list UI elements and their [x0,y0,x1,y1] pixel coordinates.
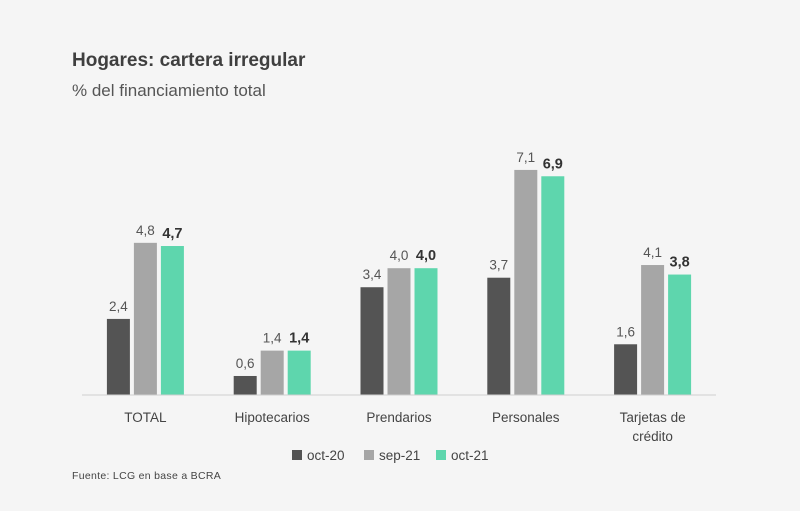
chart-title: Hogares: cartera irregular [72,50,306,71]
data-label: 1,4 [289,331,309,347]
bar-oct-20 [614,344,638,395]
data-label: 3,7 [489,258,508,273]
data-label: 2,4 [109,299,128,314]
legend-label: oct-21 [451,448,489,463]
category-label: Prendarios [366,410,432,425]
data-label: 3,8 [670,255,690,271]
category-label: Personales [492,410,560,425]
bar-oct-21 [414,268,438,395]
bar-oct-21 [668,274,692,395]
bar-oct-20 [233,375,257,395]
chart-subtitle: % del financiamiento total [72,81,266,100]
category-label: Tarjetas de [620,410,686,425]
data-label: 4,7 [162,226,182,242]
legend-swatch-sep-21 [364,450,374,460]
source-note: Fuente: LCG en base a BCRA [72,470,222,482]
data-label: 4,8 [136,223,155,238]
bar-sep-21 [514,169,538,395]
bar-oct-21 [287,350,311,395]
data-label: 3,4 [363,267,382,282]
category-label: TOTAL [124,410,167,425]
legend-swatch-oct-20 [292,450,302,460]
data-label: 1,6 [616,324,635,339]
legend-label: oct-20 [307,448,345,463]
bar-sep-21 [133,242,157,395]
category-label: Hipotecarios [235,410,310,425]
bar-oct-20 [106,318,130,395]
data-label: 4,0 [390,248,409,263]
data-label: 6,9 [543,156,563,172]
legend-label: sep-21 [379,448,420,463]
bar-sep-21 [387,268,411,395]
data-label: 0,6 [236,356,255,371]
data-label: 7,1 [516,150,535,165]
legend-swatch-oct-21 [436,450,446,460]
category-label: crédito [632,429,673,444]
data-label: 4,1 [643,245,662,260]
data-label: 4,0 [416,248,436,264]
bar-oct-20 [360,287,384,395]
bar-oct-20 [487,277,511,395]
bar-oct-21 [541,176,565,395]
data-label: 1,4 [263,331,282,346]
bar-sep-21 [260,350,284,395]
bar-oct-21 [160,246,184,395]
bar-sep-21 [641,265,665,395]
